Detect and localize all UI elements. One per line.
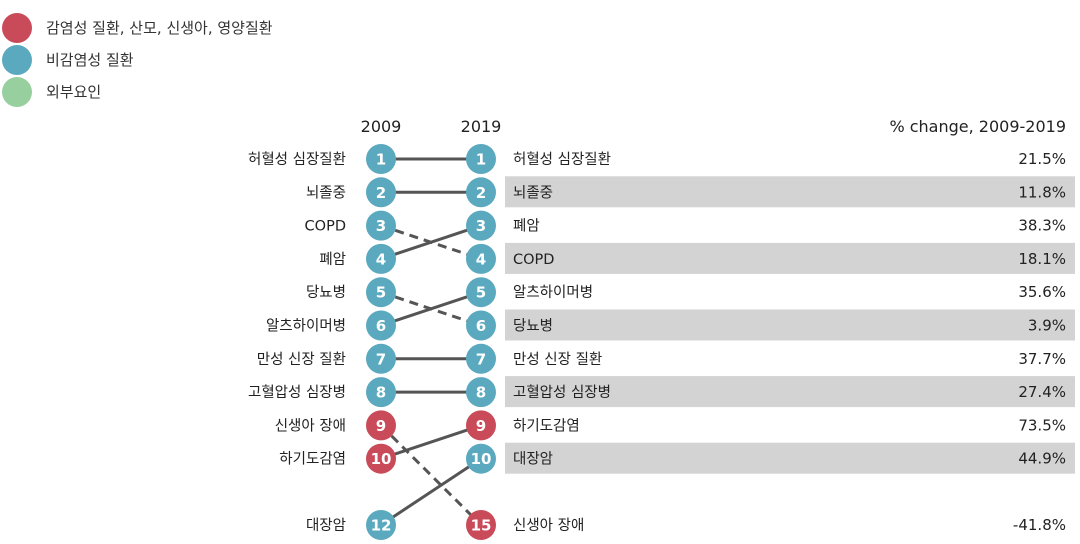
left-label: 신생아 장애 (275, 417, 346, 434)
rank-node-2009 (366, 410, 396, 441)
rank-node-2019-number: 2 (476, 184, 486, 202)
rank-node-2019 (466, 343, 496, 374)
rank-node-2009 (366, 177, 396, 208)
right-label: 대장암 (513, 451, 553, 468)
row-shade (505, 176, 1075, 208)
rank-node-2019 (466, 144, 496, 174)
legend-marker (2, 13, 32, 43)
rank-node-2009-number: 7 (376, 350, 386, 368)
rank-node-2019 (466, 377, 496, 408)
row-shade (505, 442, 1075, 474)
rank-node-2019 (466, 410, 496, 441)
left-label: 뇌졸중 (306, 184, 346, 201)
rank-node-2019-number: 5 (476, 284, 486, 302)
pct-change-value: 11.8% (1018, 183, 1066, 201)
right-label: 만성 신장 질환 (513, 351, 602, 368)
rank-node-2009-number: 6 (376, 317, 386, 335)
year-2009-label: 2009 (361, 117, 402, 136)
legend-marker (2, 45, 32, 75)
right-label: 고혈압성 심장병 (513, 384, 611, 401)
pct-change-value: 21.5% (1018, 150, 1066, 168)
rank-node-2019 (466, 277, 496, 308)
row-shade (505, 309, 1075, 341)
rank-node-2009 (366, 343, 396, 374)
rank-node-2009 (366, 443, 396, 474)
left-label: 대장암 (306, 517, 346, 534)
legend-label: 외부요인 (46, 83, 101, 101)
rank-node-2019 (466, 210, 496, 241)
rank-node-2019-number: 15 (471, 517, 492, 535)
rank-node-2009 (366, 243, 396, 274)
row-shade (505, 242, 1075, 274)
right-label: 뇌졸중 (513, 184, 553, 201)
rank-link (380, 290, 482, 327)
rank-node-2019-number: 6 (476, 317, 486, 335)
right-label: 폐암 (513, 218, 540, 235)
right-label: 신생아 장애 (513, 517, 584, 534)
rank-node-2009 (366, 310, 396, 341)
rank-node-2019-number: 1 (476, 151, 486, 169)
rank-node-2019-number: 4 (476, 250, 486, 268)
left-label: 알츠하이머병 (266, 318, 346, 335)
left-label: COPD (305, 219, 346, 235)
rank-node-2009 (366, 144, 396, 174)
right-label: COPD (513, 252, 554, 268)
pct-change-value: -41.8% (1013, 516, 1066, 534)
rank-link (380, 423, 482, 461)
rank-node-2009-number: 4 (376, 250, 386, 268)
pct-change-value: 37.7% (1018, 350, 1066, 368)
rank-node-2019-number: 8 (476, 384, 486, 402)
rank-node-2019 (466, 177, 496, 208)
pct-change-value: 18.1% (1018, 250, 1066, 268)
rank-node-2019 (466, 310, 496, 341)
legend-marker (2, 77, 32, 107)
rank-node-2019-number: 10 (471, 450, 492, 468)
left-label: 폐암 (319, 251, 346, 268)
rank-node-2009-number: 12 (371, 517, 392, 535)
rank-node-2009-number: 9 (376, 417, 386, 435)
left-label: 당뇨병 (306, 284, 346, 301)
right-label: 당뇨병 (513, 318, 553, 335)
rank-node-2009 (366, 377, 396, 408)
left-label: 만성 신장 질환 (257, 351, 346, 368)
rank-node-2019 (466, 510, 496, 540)
rank-node-2019-number: 3 (476, 217, 486, 235)
pct-change-value: 38.3% (1018, 217, 1066, 235)
left-label: 고혈압성 심장병 (248, 384, 346, 401)
rank-node-2009-number: 2 (376, 184, 386, 202)
left-label: 하기도감염 (279, 451, 346, 468)
rank-node-2009-number: 8 (376, 384, 386, 402)
rank-node-2019 (466, 443, 496, 474)
legend-label: 비감염성 질환 (46, 51, 134, 69)
rank-node-2019-number: 9 (476, 417, 486, 435)
pct-header: % change, 2009-2019 (889, 117, 1066, 136)
rank-node-2009 (366, 277, 396, 308)
rank-node-2019 (466, 243, 496, 274)
right-label: 알츠하이머병 (513, 284, 593, 301)
legend-label: 감염성 질환, 산모, 신생아, 영양질환 (46, 19, 273, 37)
rank-node-2009-number: 10 (371, 450, 392, 468)
rank-link (380, 224, 482, 261)
rank-link (379, 424, 483, 527)
rank-link (380, 457, 482, 527)
rank-node-2019-number: 7 (476, 350, 486, 368)
rank-node-2009 (366, 210, 396, 241)
year-2019-label: 2019 (461, 117, 502, 136)
left-label: 허혈성 심장질환 (248, 151, 346, 168)
pct-change-value: 35.6% (1018, 283, 1066, 301)
row-shade (505, 376, 1075, 408)
rank-node-2009-number: 5 (376, 284, 386, 302)
rank-node-2009-number: 1 (376, 151, 386, 169)
pct-change-value: 3.9% (1028, 317, 1066, 335)
rank-node-2009 (366, 510, 396, 540)
right-label: 하기도감염 (513, 417, 580, 434)
pct-change-value: 44.9% (1018, 450, 1066, 468)
pct-change-value: 73.5% (1018, 416, 1066, 434)
right-label: 허혈성 심장질환 (513, 151, 611, 168)
pct-change-value: 27.4% (1018, 383, 1066, 401)
rank-node-2009-number: 3 (376, 217, 386, 235)
